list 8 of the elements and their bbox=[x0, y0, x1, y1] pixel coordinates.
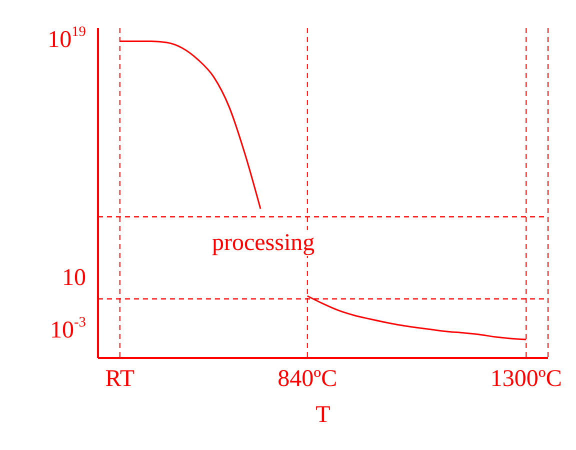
x-axis-title: T bbox=[316, 402, 331, 428]
x-tick-label: 840ºC bbox=[278, 366, 338, 392]
annotation: processing bbox=[208, 230, 319, 256]
y-tick-label: 10 bbox=[62, 264, 86, 290]
y-tick-label: 10$^{19}$ bbox=[48, 24, 86, 53]
x-tick-label: RT bbox=[105, 366, 135, 392]
x-tick-label: 1300ºC bbox=[490, 366, 562, 392]
y-tick-label: 10$^{-3}$ bbox=[50, 314, 86, 344]
